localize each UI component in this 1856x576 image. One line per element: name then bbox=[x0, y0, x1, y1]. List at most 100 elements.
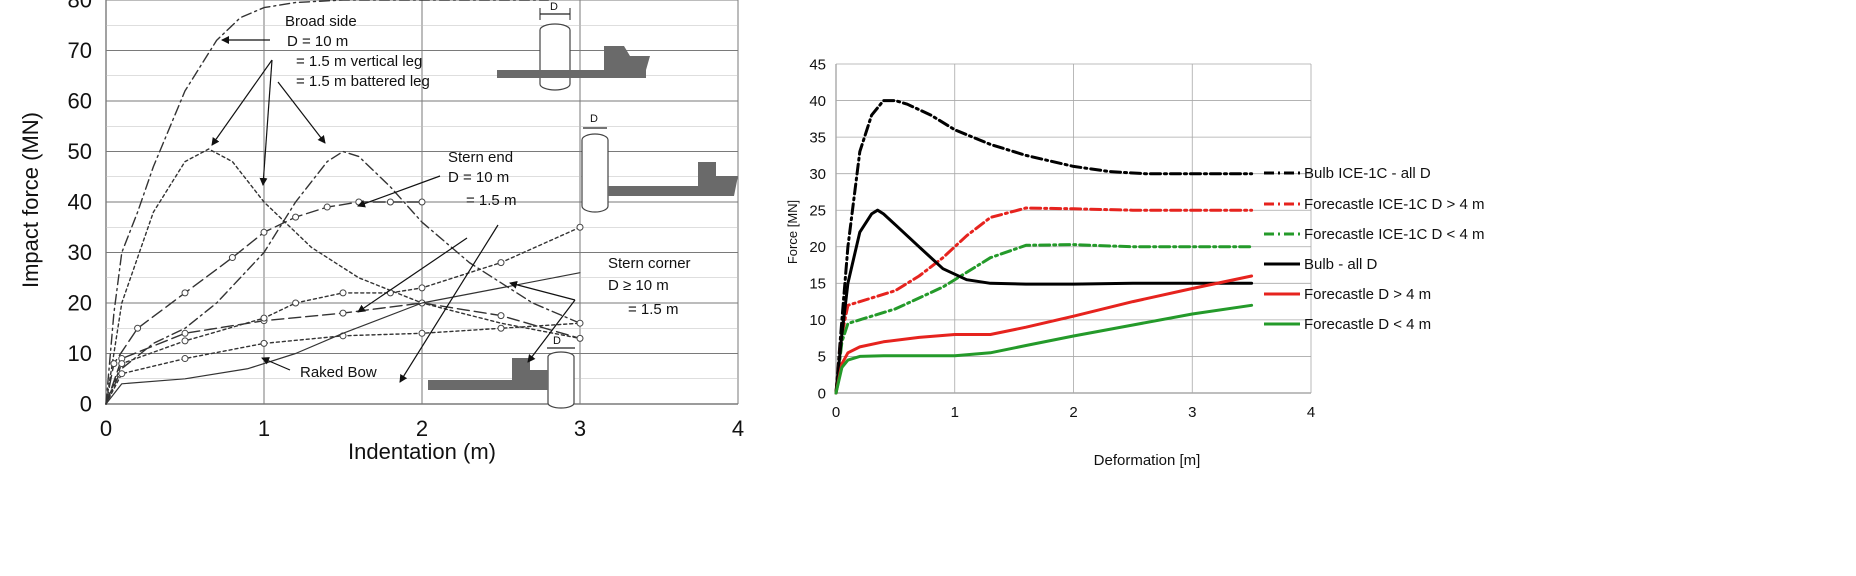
annotation-arrow bbox=[357, 175, 441, 208]
y-tick-label: 15 bbox=[809, 276, 826, 293]
annotation-stern-end-d: D = 10 m bbox=[448, 169, 509, 186]
x-tick-label: 0 bbox=[832, 404, 840, 421]
left-annotations: Broad side D = 10 m = 1.5 m vertical leg… bbox=[211, 13, 691, 383]
y-tick-label: 10 bbox=[809, 312, 826, 329]
y-tick-label: 35 bbox=[809, 129, 826, 146]
series-marker bbox=[260, 228, 268, 236]
left-insets: D D D bbox=[428, 1, 738, 409]
cylinder-icon bbox=[581, 133, 609, 213]
series-marker bbox=[110, 360, 118, 368]
inset-d-label: D bbox=[590, 113, 598, 125]
x-tick-label: 2 bbox=[416, 416, 428, 441]
inset-stern-end: D bbox=[581, 113, 738, 213]
annotation-raked-bow: Raked Bow bbox=[300, 364, 377, 381]
annotation-arrow bbox=[527, 299, 576, 363]
inset-broad-side: D bbox=[497, 1, 650, 91]
series-line-series-5 bbox=[834, 303, 1254, 395]
left-x-axis-label: Indentation (m) bbox=[348, 439, 496, 464]
series-marker bbox=[118, 370, 126, 378]
series-marker bbox=[418, 284, 426, 292]
series-marker bbox=[497, 312, 505, 320]
annotation-arrow bbox=[509, 280, 576, 301]
series-line-stern_end_1_5m bbox=[105, 302, 581, 405]
series-marker bbox=[576, 223, 584, 231]
y-tick-label: 80 bbox=[68, 0, 92, 13]
cylinder-icon bbox=[547, 351, 575, 409]
annotation-stern-corner-d: D ≥ 10 m bbox=[608, 277, 669, 294]
annotation-arrow bbox=[357, 237, 468, 313]
annotation-arrow bbox=[261, 357, 291, 371]
series-marker bbox=[576, 334, 584, 342]
series-marker bbox=[323, 203, 331, 211]
legend-label: Forecastle D > 4 m bbox=[1304, 286, 1431, 303]
series-marker bbox=[355, 198, 363, 206]
annotation-stern-end-small: = 1.5 m bbox=[466, 192, 516, 209]
series-marker bbox=[418, 329, 426, 337]
y-tick-label: 30 bbox=[809, 166, 826, 183]
cylinder-icon bbox=[539, 23, 571, 91]
y-tick-label: 50 bbox=[68, 139, 92, 164]
series-marker bbox=[418, 198, 426, 206]
legend-label: Forecastle ICE-1C D < 4 m bbox=[1304, 226, 1484, 243]
ship-icon bbox=[428, 358, 548, 390]
series-marker bbox=[118, 360, 126, 368]
x-tick-label: 4 bbox=[1307, 404, 1315, 421]
series-marker bbox=[339, 309, 347, 317]
series-marker bbox=[181, 337, 189, 345]
y-tick-label: 20 bbox=[68, 291, 92, 316]
y-tick-label: 25 bbox=[809, 202, 826, 219]
series-marker bbox=[181, 355, 189, 363]
series-line-stern_corner_10m bbox=[105, 226, 581, 405]
legend-label: Bulb - all D bbox=[1304, 256, 1378, 273]
x-tick-label: 1 bbox=[258, 416, 270, 441]
left-y-axis-label: Impact force (MN) bbox=[18, 112, 43, 288]
series-marker bbox=[181, 289, 189, 297]
series-marker bbox=[292, 213, 300, 221]
x-tick-label: 2 bbox=[1069, 404, 1077, 421]
series-line-broad_side_battered_leg bbox=[105, 150, 581, 405]
series-marker bbox=[292, 299, 300, 307]
series-line-series-2 bbox=[834, 243, 1254, 395]
inset-d-label: D bbox=[550, 1, 558, 13]
series-marker bbox=[228, 254, 236, 262]
series-marker bbox=[576, 319, 584, 327]
y-tick-label: 0 bbox=[818, 385, 826, 402]
legend-label: Bulb ICE-1C - all D bbox=[1304, 165, 1431, 182]
series-marker bbox=[386, 198, 394, 206]
x-tick-label: 3 bbox=[1188, 404, 1196, 421]
right-series bbox=[834, 99, 1254, 395]
annotation-broad-side-battered: = 1.5 m battered leg bbox=[296, 73, 430, 90]
y-tick-label: 20 bbox=[809, 239, 826, 256]
x-tick-label: 4 bbox=[732, 416, 744, 441]
annotation-arrow bbox=[211, 59, 273, 146]
y-tick-label: 0 bbox=[80, 392, 92, 417]
annotation-broad-side-vertical: = 1.5 m vertical leg bbox=[296, 53, 422, 70]
series-marker bbox=[339, 289, 347, 297]
annotation-stern-corner-small: = 1.5 m bbox=[628, 301, 678, 318]
inset-stern-corner: D bbox=[428, 335, 575, 409]
series-line-series-0 bbox=[834, 99, 1254, 395]
right-legend: Bulb ICE-1C - all D Forecastle ICE-1C D >… bbox=[1264, 165, 1484, 333]
series-marker bbox=[260, 314, 268, 322]
annotation-arrow bbox=[399, 224, 499, 383]
x-tick-label: 1 bbox=[951, 404, 959, 421]
x-tick-label: 3 bbox=[574, 416, 586, 441]
y-tick-label: 45 bbox=[809, 56, 826, 73]
y-tick-label: 40 bbox=[809, 93, 826, 110]
right-y-axis-label: Force [MN] bbox=[785, 200, 800, 264]
series-line-stern_corner_1_5m bbox=[105, 322, 581, 405]
series-marker bbox=[134, 324, 142, 332]
series-line-broad_side_vertical_leg bbox=[105, 148, 581, 405]
series-line-series-4 bbox=[834, 274, 1254, 395]
annotation-broad-side-d: D = 10 m bbox=[287, 33, 348, 50]
legend-label: Forecastle ICE-1C D > 4 m bbox=[1304, 196, 1484, 213]
right-x-axis-label: Deformation [m] bbox=[1094, 452, 1201, 469]
series-line-series-3 bbox=[834, 208, 1254, 395]
series-marker bbox=[181, 329, 189, 337]
left-grid bbox=[105, 0, 739, 405]
